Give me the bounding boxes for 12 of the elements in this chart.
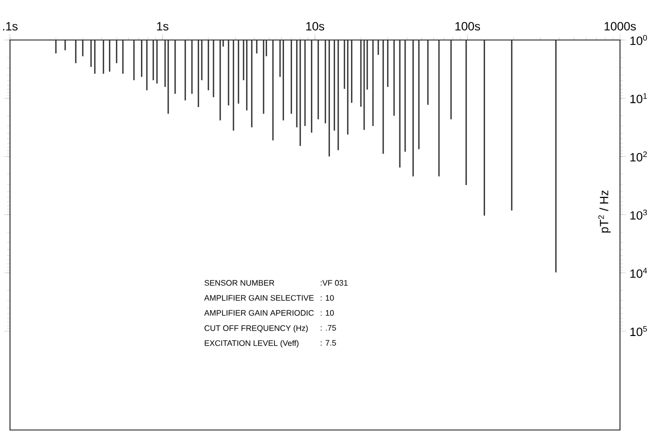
x-tick-label: 1s: [157, 22, 168, 30]
x-tick-label: 1000s: [604, 22, 636, 30]
y-tick-label: 10$^{0}$: [630, 34, 647, 45]
y-tick-label: 10$^{1}$: [630, 93, 647, 104]
x-tick-label: 10s: [306, 22, 324, 30]
y-tick-label: 10$^{5}$: [630, 326, 647, 336]
x-tick-label: .1s: [3, 22, 18, 30]
x-tick-label: 100s: [455, 22, 480, 30]
y-tick-label: 10$^{4}$: [630, 268, 648, 278]
y-axis-title: pT$^{2}$ / Hz: [598, 190, 611, 233]
y-tick-label: 10$^{2}$: [630, 151, 647, 162]
y-tick-label: 10$^{3}$: [630, 210, 647, 220]
